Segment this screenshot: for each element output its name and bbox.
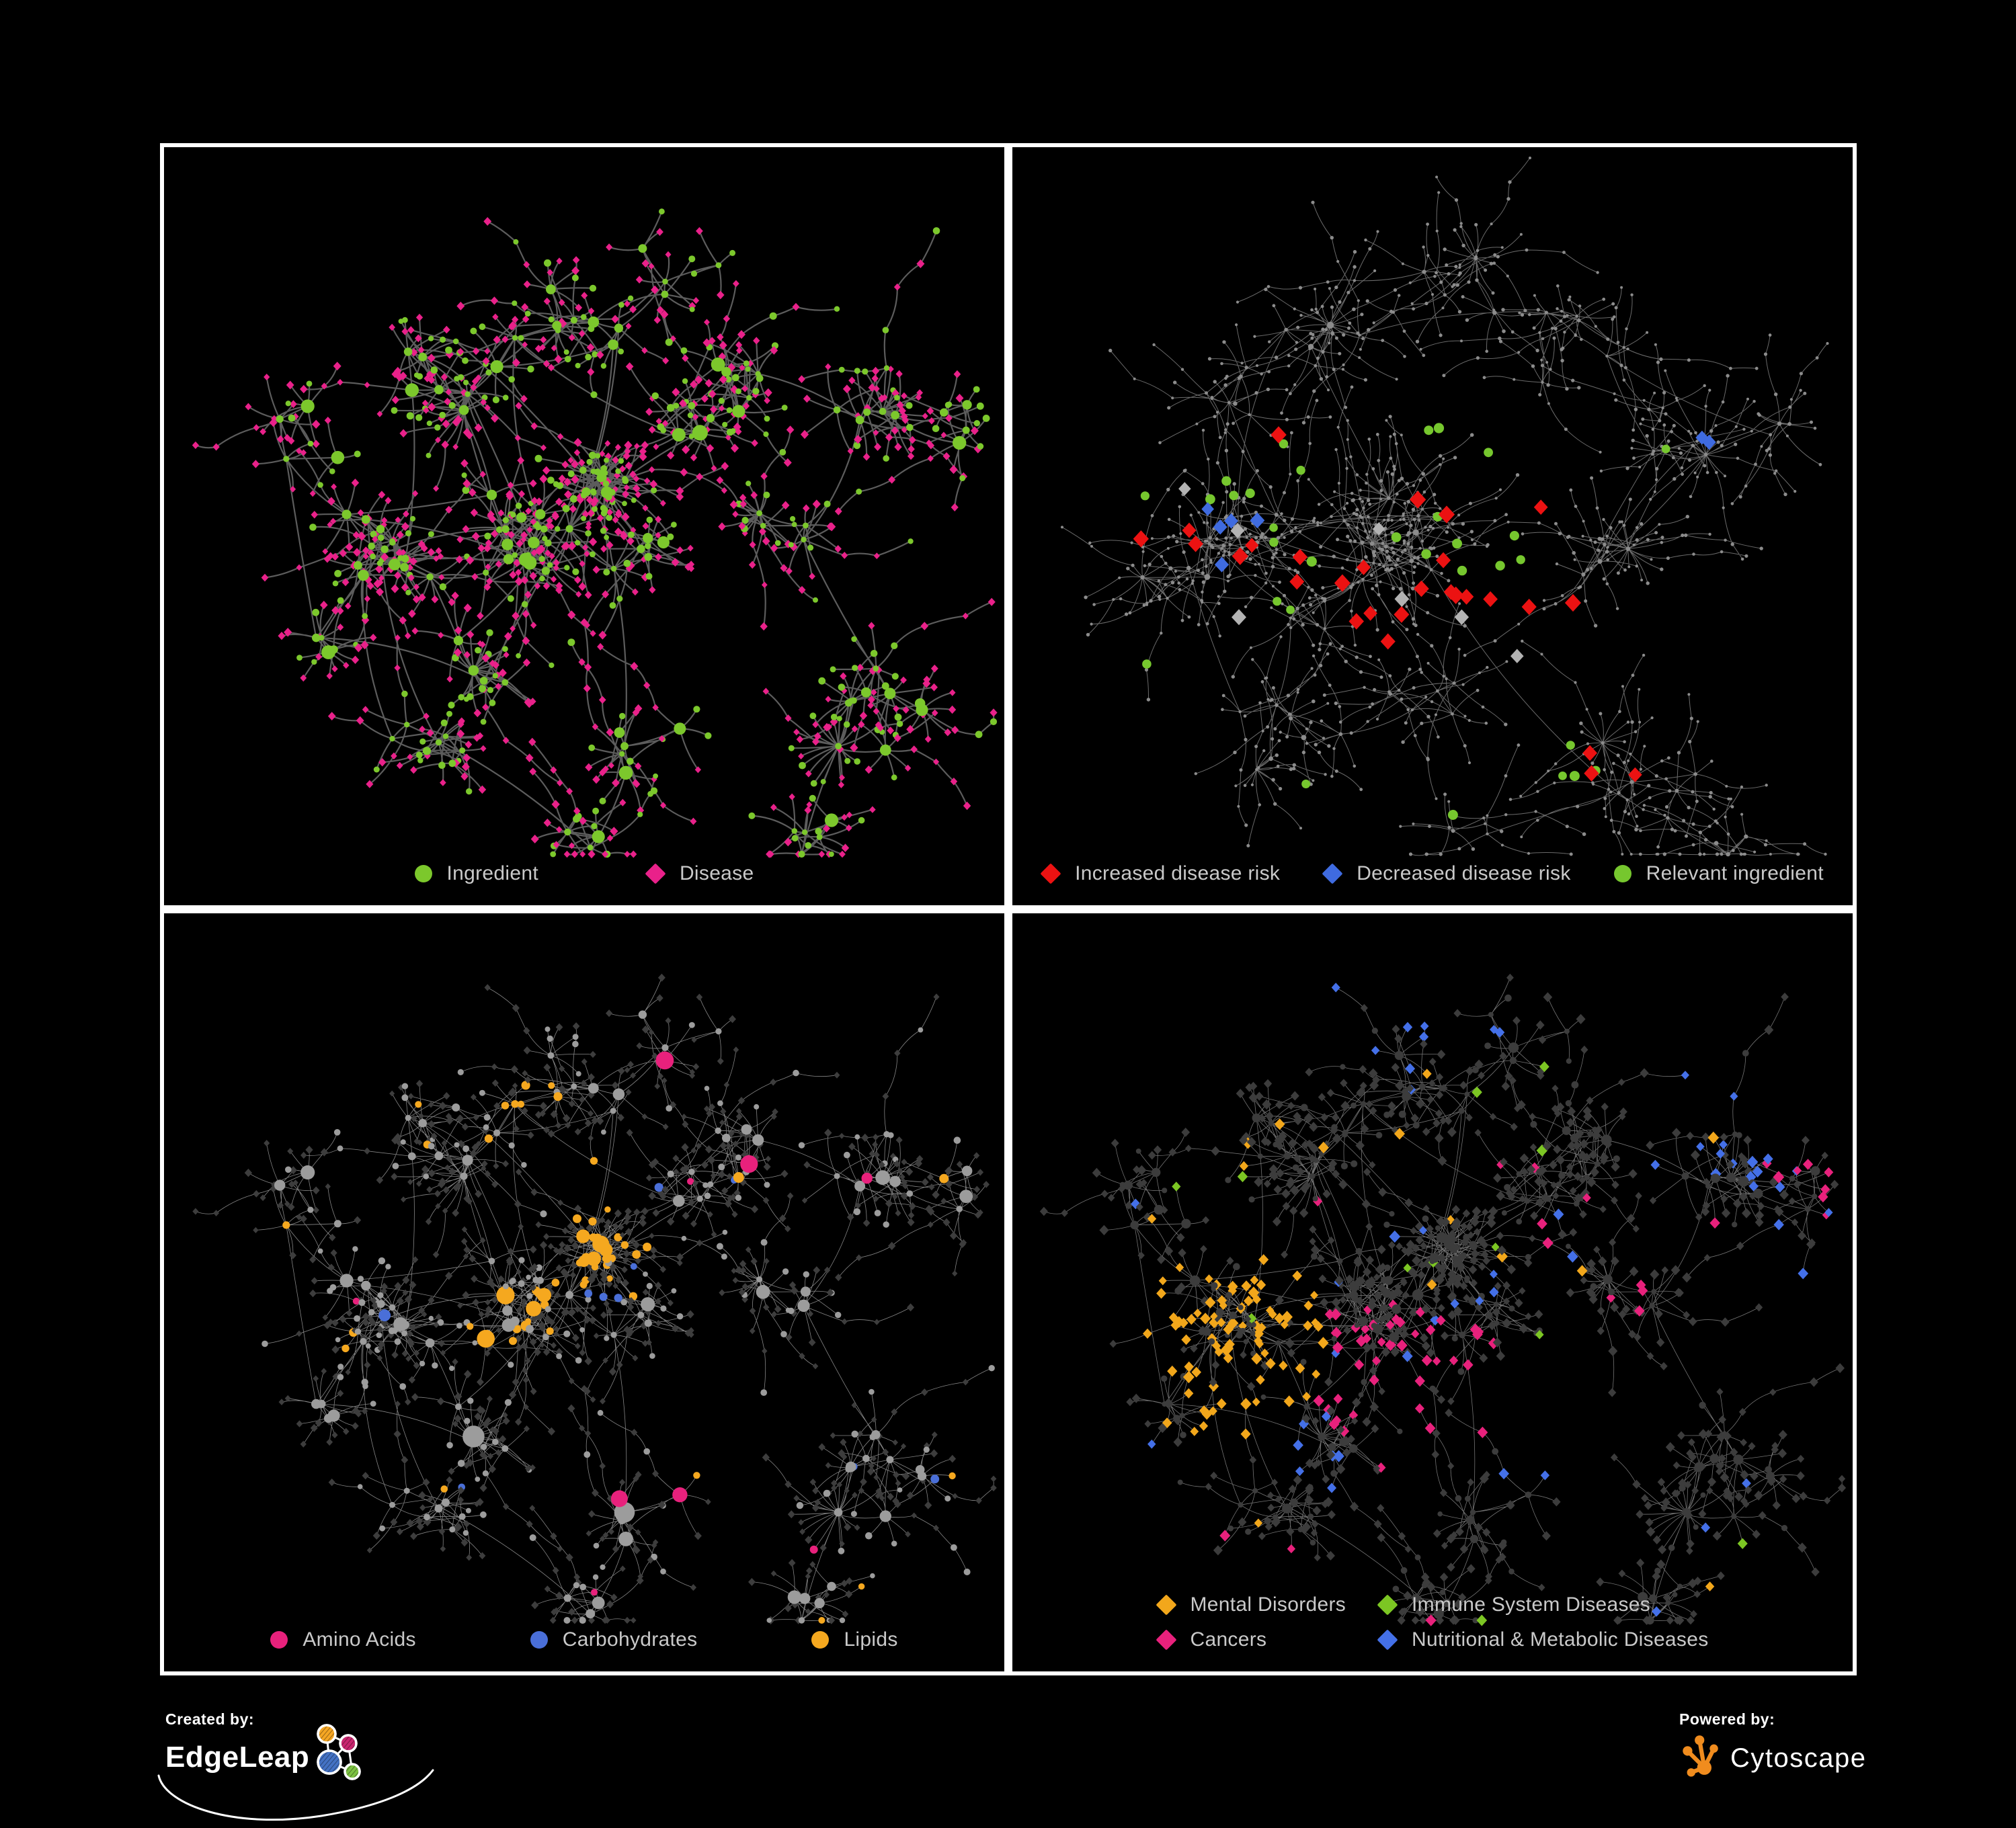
legend-label: Increased disease risk <box>1075 862 1281 884</box>
legend-item-cancers: Cancers <box>1155 1628 1346 1651</box>
legend-ingredient-classes: Amino Acids Carbohydrates Lipids <box>164 1628 1004 1651</box>
immune-system-diseases-diamond-marker <box>1377 1594 1398 1616</box>
decreased-disease-risk-diamond-marker <box>1322 863 1343 884</box>
cancers-diamond-marker <box>1155 1629 1177 1651</box>
carbohydrates-circle-marker <box>530 1631 548 1649</box>
legend-disease-classes: Mental Disorders Immune System Diseases Ca… <box>1012 1593 1853 1651</box>
disease-classes-network <box>1039 973 1847 1626</box>
legend-item-immune-system-diseases: Immune System Diseases <box>1377 1593 1708 1616</box>
panel-ingredient-classes: Amino Acids Carbohydrates Lipids <box>160 909 1008 1675</box>
ingredient-circle-marker <box>414 865 432 882</box>
legend-label: Immune System Diseases <box>1412 1593 1651 1616</box>
legend-label: Mental Disorders <box>1190 1593 1346 1616</box>
lipids-circle-marker <box>811 1631 830 1649</box>
panel-disease-risk: Increased disease risk Decreased disease … <box>1008 143 1857 909</box>
disease-diamond-marker <box>645 863 666 884</box>
edgeleap-brand: Created by: EdgeLeap <box>157 1710 434 1821</box>
legend-item-carbohydrates: Carbohydrates <box>530 1628 698 1651</box>
legend-item-mental-disorders: Mental Disorders <box>1155 1593 1346 1616</box>
edgeleap-logo-icon <box>317 1724 362 1780</box>
legend-item-lipids: Lipids <box>811 1628 897 1651</box>
legend-label: Disease <box>679 862 754 884</box>
legend-item-ingredient: Ingredient <box>414 862 538 885</box>
amino-acids-circle-marker <box>270 1631 288 1649</box>
ingredient-disease-network <box>192 208 998 859</box>
legend-label: Cancers <box>1190 1628 1267 1651</box>
legend-item-relevant-ingredient: Relevant ingredient <box>1613 862 1824 885</box>
legend-item-nutritional-and-metabolic-diseases: Nutritional & Metabolic Diseases <box>1377 1628 1709 1651</box>
legend-item-amino-acids: Amino Acids <box>270 1628 415 1651</box>
legend-label: Nutritional & Metabolic Diseases <box>1412 1628 1709 1651</box>
nutritional-and-metabolic-diseases-diamond-marker <box>1377 1629 1398 1651</box>
legend-ingredient-disease: Ingredient Disease <box>164 862 1004 885</box>
created-by-label: Created by: <box>165 1710 255 1728</box>
legend-item-decreased-disease-risk: Decreased disease risk <box>1322 862 1571 885</box>
legend-item-increased-disease-risk: Increased disease risk <box>1040 862 1281 885</box>
legend-disease-risk: Increased disease risk Decreased disease … <box>1012 862 1853 885</box>
legend-item-disease: Disease <box>645 862 754 885</box>
increased-disease-risk-diamond-marker <box>1040 863 1061 884</box>
legend-label: Lipids <box>844 1628 898 1651</box>
cytoscape-logo-icon <box>1683 1735 1718 1777</box>
cytoscape-wordmark: Cytoscape <box>1730 1743 1867 1773</box>
cytoscape-brand: Powered by: <box>1679 1710 1866 1782</box>
legend-label: Carbohydrates <box>562 1628 698 1651</box>
legend-label: Ingredient <box>446 862 538 884</box>
mental-disorders-diamond-marker <box>1155 1594 1177 1616</box>
disease-risk-network <box>1061 157 1829 857</box>
edgeleap-wordmark: EdgeLeap <box>165 1741 310 1774</box>
panel-disease-classes: Mental Disorders Immune System Diseases Ca… <box>1008 909 1857 1675</box>
panel-ingredient-disease: Ingredient Disease <box>160 143 1008 909</box>
powered-by-label: Powered by: <box>1679 1710 1775 1728</box>
legend-label: Decreased disease risk <box>1357 862 1571 884</box>
relevant-ingredient-circle-marker <box>1613 865 1631 882</box>
legend-label: Relevant ingredient <box>1646 862 1824 884</box>
footer: Created by: EdgeLeap <box>0 1675 2016 1821</box>
ingredient-classes-network <box>192 973 997 1625</box>
legend-label: Amino Acids <box>303 1628 416 1651</box>
